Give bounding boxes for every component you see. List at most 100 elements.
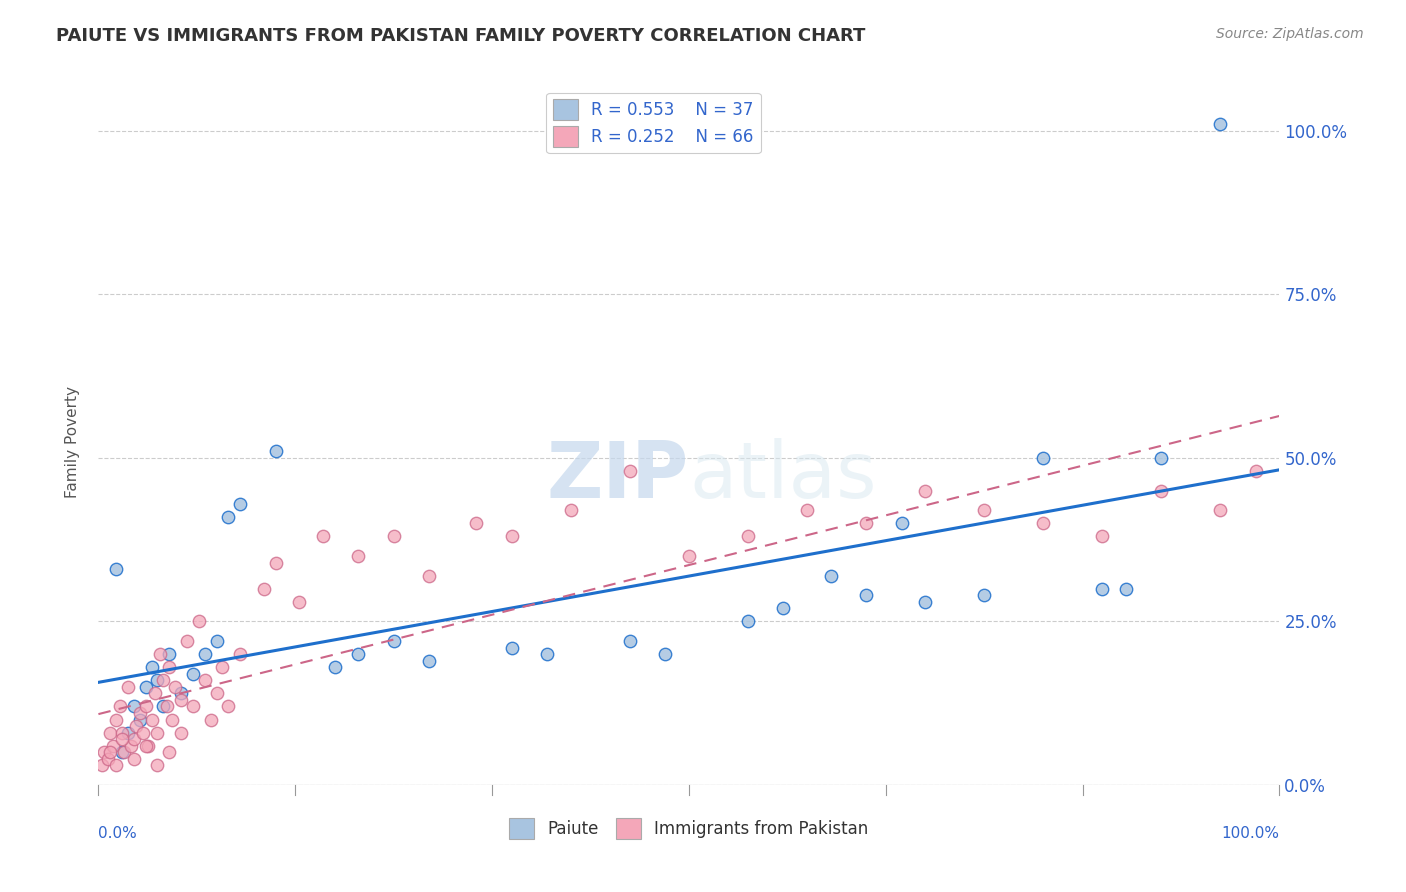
Text: atlas: atlas bbox=[689, 438, 876, 514]
Point bbox=[465, 516, 488, 531]
Point bbox=[560, 503, 582, 517]
Point bbox=[820, 568, 842, 582]
Point bbox=[152, 699, 174, 714]
Point bbox=[112, 745, 135, 759]
Text: 100.0%: 100.0% bbox=[1222, 826, 1279, 841]
Point bbox=[973, 503, 995, 517]
Point bbox=[200, 713, 222, 727]
Point bbox=[105, 562, 128, 576]
Point bbox=[1032, 516, 1054, 531]
Point bbox=[132, 725, 155, 739]
Point bbox=[418, 654, 440, 668]
Point bbox=[914, 483, 936, 498]
Point bbox=[122, 732, 145, 747]
Point bbox=[122, 752, 145, 766]
Point bbox=[181, 666, 204, 681]
Point bbox=[796, 503, 818, 517]
Point bbox=[264, 444, 287, 458]
Point bbox=[170, 693, 193, 707]
Point bbox=[101, 739, 124, 753]
Point bbox=[1209, 503, 1232, 517]
Point bbox=[1150, 483, 1173, 498]
Point bbox=[125, 719, 148, 733]
Point bbox=[176, 634, 198, 648]
Point bbox=[111, 725, 134, 739]
Point bbox=[217, 509, 239, 524]
Point bbox=[654, 647, 676, 661]
Point bbox=[157, 745, 180, 759]
Point bbox=[890, 516, 912, 531]
Point bbox=[170, 725, 193, 739]
Point bbox=[253, 582, 276, 596]
Point bbox=[1150, 450, 1173, 465]
Legend: Paiute, Immigrants from Pakistan: Paiute, Immigrants from Pakistan bbox=[503, 812, 875, 846]
Point bbox=[678, 549, 700, 563]
Point bbox=[536, 647, 558, 661]
Point bbox=[217, 699, 239, 714]
Point bbox=[323, 660, 346, 674]
Point bbox=[1244, 464, 1267, 478]
Point bbox=[122, 699, 145, 714]
Point bbox=[501, 529, 523, 543]
Point bbox=[619, 634, 641, 648]
Point bbox=[149, 647, 172, 661]
Point bbox=[619, 464, 641, 478]
Point bbox=[181, 699, 204, 714]
Point bbox=[914, 595, 936, 609]
Point bbox=[187, 615, 209, 629]
Point bbox=[117, 680, 139, 694]
Point bbox=[855, 588, 877, 602]
Y-axis label: Family Poverty: Family Poverty bbox=[65, 385, 80, 498]
Point bbox=[229, 647, 252, 661]
Point bbox=[382, 634, 405, 648]
Point bbox=[288, 595, 311, 609]
Point bbox=[156, 699, 179, 714]
Point bbox=[98, 725, 121, 739]
Point bbox=[157, 660, 180, 674]
Point bbox=[91, 758, 114, 772]
Point bbox=[135, 699, 157, 714]
Point bbox=[194, 673, 217, 688]
Point bbox=[418, 568, 440, 582]
Point bbox=[105, 758, 128, 772]
Point bbox=[737, 615, 759, 629]
Point bbox=[136, 739, 159, 753]
Point bbox=[141, 660, 163, 674]
Point bbox=[108, 699, 131, 714]
Point bbox=[205, 634, 228, 648]
Point bbox=[347, 647, 370, 661]
Point bbox=[1032, 450, 1054, 465]
Point bbox=[128, 706, 150, 720]
Point bbox=[1209, 117, 1232, 131]
Point bbox=[146, 758, 169, 772]
Point bbox=[152, 673, 174, 688]
Point bbox=[165, 680, 187, 694]
Point bbox=[111, 745, 134, 759]
Point bbox=[128, 713, 150, 727]
Point bbox=[194, 647, 217, 661]
Point bbox=[211, 660, 233, 674]
Point bbox=[117, 725, 139, 739]
Text: ZIP: ZIP bbox=[547, 438, 689, 514]
Point bbox=[135, 680, 157, 694]
Point bbox=[111, 732, 134, 747]
Text: Source: ZipAtlas.com: Source: ZipAtlas.com bbox=[1216, 27, 1364, 41]
Point bbox=[205, 686, 228, 700]
Point bbox=[772, 601, 794, 615]
Point bbox=[146, 725, 169, 739]
Point bbox=[135, 739, 157, 753]
Point bbox=[93, 745, 115, 759]
Point bbox=[121, 739, 143, 753]
Point bbox=[973, 588, 995, 602]
Point bbox=[1091, 529, 1114, 543]
Point bbox=[141, 713, 163, 727]
Point bbox=[229, 497, 252, 511]
Point bbox=[501, 640, 523, 655]
Point bbox=[170, 686, 193, 700]
Point bbox=[105, 713, 128, 727]
Point bbox=[1115, 582, 1137, 596]
Point bbox=[98, 745, 121, 759]
Point bbox=[143, 686, 166, 700]
Point bbox=[146, 673, 169, 688]
Point bbox=[347, 549, 370, 563]
